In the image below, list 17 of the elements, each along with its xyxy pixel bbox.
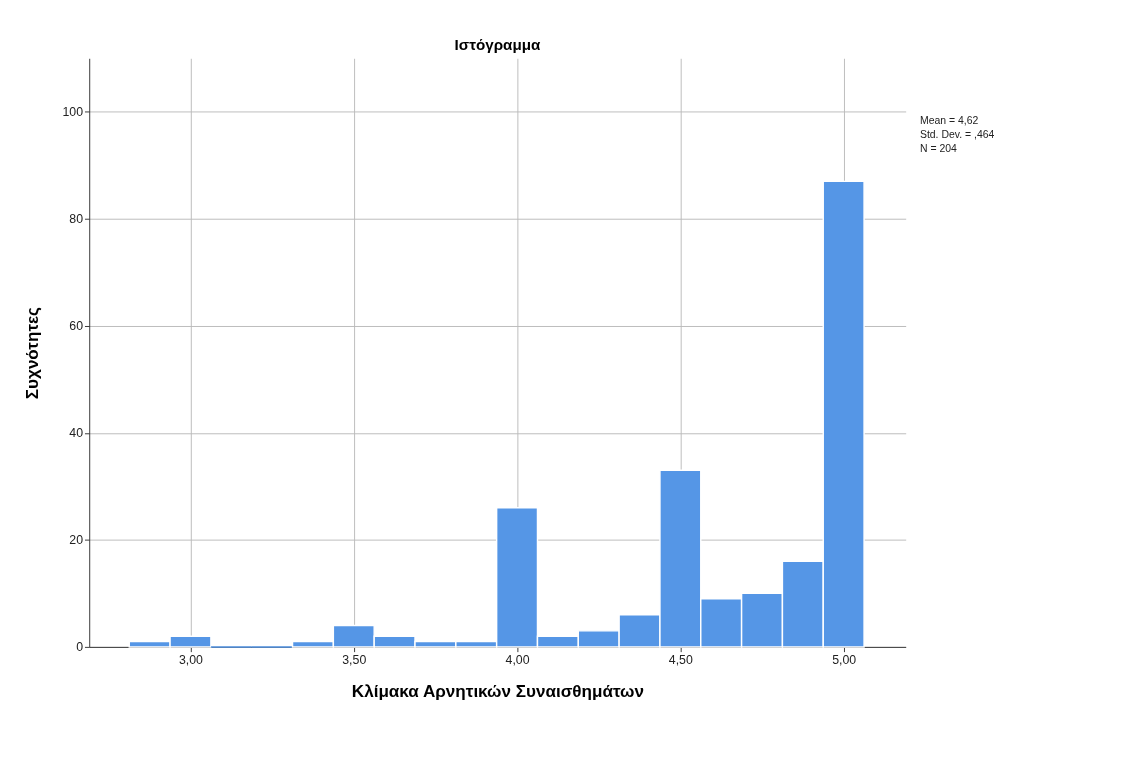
text: Std. Dev. = ,464 xyxy=(919,129,995,141)
y-tick-label: 0 xyxy=(76,640,84,655)
x-tick-label: 4,50 xyxy=(668,652,693,667)
y-axis-title: Συχνότητες xyxy=(22,306,42,400)
text: N = 204 xyxy=(919,143,957,155)
x-axis-title: Κλίμακα Αρνητικών Συναισθημάτων xyxy=(351,681,645,701)
text: Mean = 4,62 xyxy=(919,114,979,126)
y-tick-label: 80 xyxy=(69,212,84,227)
y-tick-label: 20 xyxy=(69,533,84,548)
x-tick-label: 4,00 xyxy=(505,652,530,667)
y-tick-label: 40 xyxy=(69,426,84,441)
x-tick-label: 3,50 xyxy=(342,652,367,667)
x-tick-label: 3,00 xyxy=(178,652,204,667)
y-tick-label: 60 xyxy=(69,319,84,334)
x-tick-label: 5,00 xyxy=(832,652,857,667)
y-tick-label: 100 xyxy=(62,105,84,120)
chart-title: Ιστόγραμμα xyxy=(454,35,542,53)
